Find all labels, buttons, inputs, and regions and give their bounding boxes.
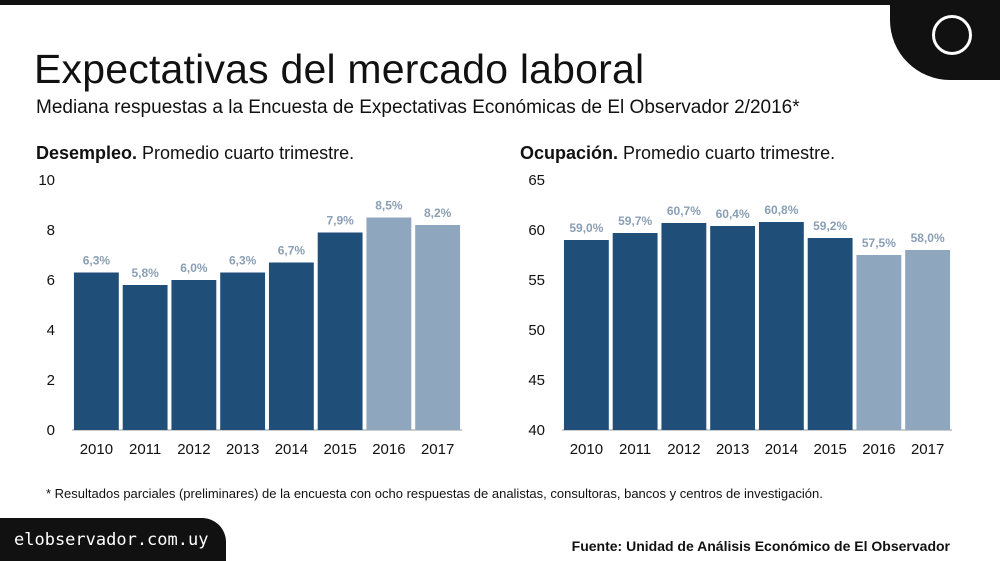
data-label: 6,3% (229, 254, 257, 268)
y-tick-label: 0 (47, 422, 55, 439)
chart-title-desempleo: Desempleo. Promedio cuarto trimestre. (36, 142, 354, 164)
footnote: * Resultados parciales (preliminares) de… (46, 486, 823, 501)
bar (268, 262, 314, 430)
bar (856, 255, 902, 430)
data-label: 60,7% (667, 204, 701, 218)
data-label: 58,0% (911, 231, 945, 245)
y-tick-label: 60 (528, 222, 545, 239)
bar (122, 285, 168, 430)
y-tick-label: 55 (528, 272, 545, 289)
x-tick-label: 2012 (667, 441, 700, 458)
data-label: 7,9% (326, 214, 354, 228)
y-tick-label: 65 (528, 172, 545, 189)
x-tick-label: 2011 (619, 441, 651, 458)
data-label: 59,2% (813, 219, 847, 233)
bar (710, 226, 756, 430)
site-url: elobservador.com.uy (14, 530, 209, 550)
data-label: 57,5% (862, 236, 896, 250)
bar (317, 232, 363, 430)
data-label: 5,8% (131, 266, 159, 280)
data-label: 59,0% (569, 221, 603, 235)
circle-logo-icon (932, 15, 972, 55)
bar (807, 238, 853, 430)
chart-title-ocupacion: Ocupación. Promedio cuarto trimestre. (520, 142, 835, 164)
data-label: 60,4% (716, 207, 750, 221)
data-label: 6,7% (278, 244, 306, 258)
bar (563, 240, 609, 430)
x-tick-label: 2014 (275, 441, 308, 458)
chart-title-rest: Promedio cuarto trimestre. (618, 143, 836, 163)
chart-ocupacion: 65 60 55 50 45 40 59,0% 2010 59,7% 2011 60,7% 2012 6… (528, 172, 952, 458)
y-tick-label: 4 (47, 322, 55, 339)
chart-desempleo: 10 8 6 4 2 0 6,3% 2010 5,8% 2011 6,0% 2012 6,3% 2013 6… (38, 172, 462, 458)
y-tick-label: 8 (47, 222, 55, 239)
page-subtitle: Mediana respuestas a la Encuesta de Expe… (36, 97, 800, 118)
y-tick-label: 10 (38, 172, 55, 189)
x-tick-label: 2015 (813, 441, 846, 458)
source-credit: Fuente: Unidad de Análisis Económico de … (571, 538, 950, 554)
chart-title-bold: Ocupación. (520, 143, 619, 163)
data-label: 6,3% (83, 254, 111, 268)
chart-title-bold: Desempleo. (36, 143, 138, 163)
y-tick-label: 6 (47, 272, 55, 289)
x-tick-label: 2013 (716, 441, 749, 458)
x-tick-label: 2015 (323, 441, 356, 458)
chart-title-rest: Promedio cuarto trimestre. (137, 143, 355, 163)
x-tick-label: 2016 (862, 441, 895, 458)
x-tick-label: 2014 (765, 441, 798, 458)
x-tick-label: 2011 (129, 441, 161, 458)
y-tick-label: 40 (528, 422, 545, 439)
bar (220, 272, 266, 430)
bar (905, 250, 951, 430)
data-label: 8,2% (424, 206, 452, 220)
x-tick-label: 2012 (177, 441, 210, 458)
data-label: 59,7% (618, 214, 652, 228)
bar (415, 225, 461, 430)
x-tick-label: 2017 (911, 441, 944, 458)
y-tick-label: 50 (528, 322, 545, 339)
bar (758, 222, 804, 430)
data-label: 60,8% (764, 203, 798, 217)
x-tick-label: 2010 (80, 441, 113, 458)
top-border (0, 0, 1000, 5)
bar (171, 280, 217, 430)
y-tick-label: 2 (47, 372, 55, 389)
bar (366, 217, 412, 430)
footer-bar (0, 518, 226, 561)
x-tick-label: 2016 (372, 441, 405, 458)
bar (73, 272, 119, 430)
bar (612, 233, 658, 430)
x-tick-label: 2010 (570, 441, 603, 458)
x-tick-label: 2013 (226, 441, 259, 458)
data-label: 6,0% (180, 261, 208, 275)
data-label: 8,5% (375, 199, 403, 213)
brand-corner (890, 0, 1000, 80)
x-tick-label: 2017 (421, 441, 454, 458)
page-title: Expectativas del mercado laboral (34, 46, 645, 92)
bar (661, 223, 707, 430)
y-tick-label: 45 (528, 372, 545, 389)
